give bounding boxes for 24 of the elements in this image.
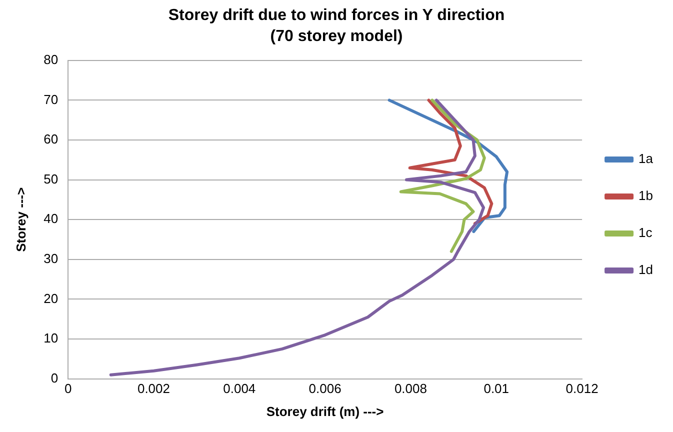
y-tick-label: 70 [44, 92, 58, 107]
x-tick-label: 0.002 [137, 381, 170, 396]
x-tick-label: 0.006 [308, 381, 342, 396]
legend-label: 1d [638, 262, 654, 278]
legend-label: 1c [638, 225, 653, 240]
legend-label: 1a [638, 151, 654, 166]
y-tick-label: 50 [44, 171, 58, 186]
y-tick-label: 40 [44, 211, 58, 226]
chart-title: Storey drift due to wind forces in Y direction [168, 7, 505, 24]
y-tick-label: 0 [50, 370, 58, 386]
chart-subtitle: (70 storey model) [270, 28, 403, 46]
x-tick-label: 0.01 [484, 381, 510, 396]
x-tick-label: 0.008 [394, 381, 427, 396]
x-tick-label: 0.012 [566, 381, 598, 396]
x-axis-title: Storey drift (m) ---> [266, 404, 384, 419]
legend-label: 1b [638, 188, 654, 204]
x-tick-label: 0 [64, 381, 72, 396]
y-tick-label: 30 [44, 250, 58, 266]
y-tick-label: 80 [44, 52, 58, 67]
y-tick-label: 60 [44, 132, 58, 147]
x-tick-label: 0.004 [223, 381, 256, 396]
y-tick-label: 20 [44, 290, 58, 306]
y-tick-label: 10 [44, 330, 58, 346]
y-axis-title: Storey ---> [13, 186, 28, 252]
